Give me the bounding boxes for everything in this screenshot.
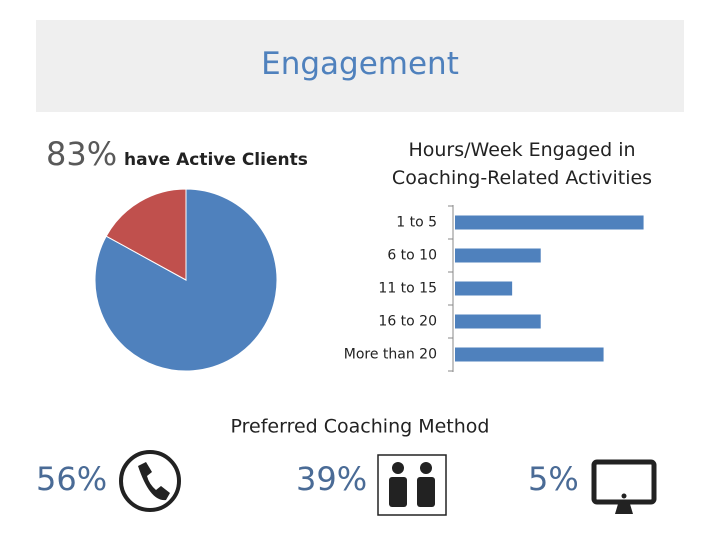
bar xyxy=(455,215,644,230)
monitor-icon xyxy=(591,459,657,514)
bar xyxy=(455,314,541,329)
method-value: 39% xyxy=(296,460,367,498)
pie-slice xyxy=(105,188,187,281)
method-title: Preferred Coaching Method xyxy=(231,416,490,438)
category-label: 16 to 20 xyxy=(378,314,437,330)
banner xyxy=(36,20,684,112)
bar xyxy=(455,281,513,296)
slide-title: Engagement xyxy=(261,46,459,82)
method-value: 5% xyxy=(528,460,579,498)
category-label: 11 to 15 xyxy=(378,281,437,297)
bar xyxy=(455,347,604,362)
value-label: 83% xyxy=(46,135,117,173)
people-icon xyxy=(377,454,447,516)
pie-caption: have Active Clients xyxy=(124,150,308,170)
phone-icon xyxy=(119,450,181,512)
method-value: 56% xyxy=(36,460,107,498)
bar-chart-title: Hours/Week Engaged in Coaching-Related A… xyxy=(391,139,653,189)
category-label: 6 to 10 xyxy=(387,248,437,264)
category-label: More than 20 xyxy=(344,347,437,363)
category-label: 1 to 5 xyxy=(396,215,437,231)
bar xyxy=(455,248,541,263)
